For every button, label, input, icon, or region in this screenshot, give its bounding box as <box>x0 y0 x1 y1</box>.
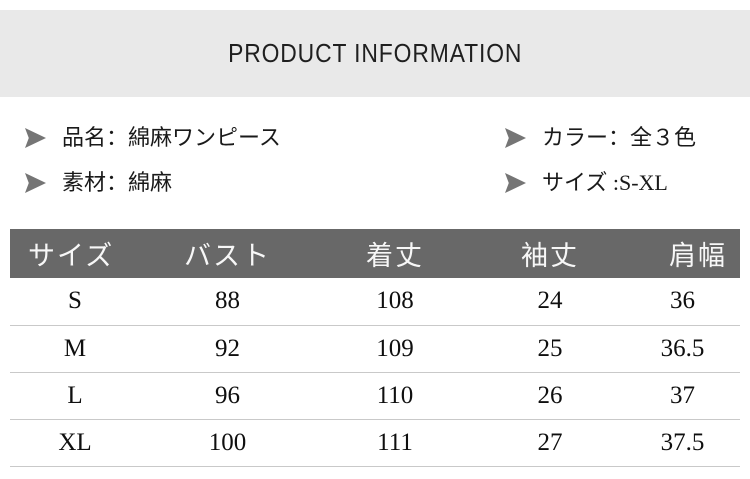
arrow-right-icon <box>505 128 526 148</box>
table-row-m: M 92 109 25 36.5 <box>10 325 740 372</box>
spec-label-product-name: 品名：綿麻ワンピース <box>62 125 281 150</box>
cell-length: 111 <box>377 428 413 456</box>
spec-column-right: カラー：全３色 サイズ :S-XL <box>505 123 750 213</box>
cell-bust: 88 <box>215 287 240 315</box>
spec-column-left: 品名：綿麻ワンピース 素材：綿麻 <box>25 123 505 213</box>
spec-item-product-name: 品名：綿麻ワンピース <box>25 123 505 153</box>
cell-length: 110 <box>376 381 414 409</box>
column-header-length: 着丈 <box>366 241 424 271</box>
page-title: PRODUCT INFORMATION <box>227 38 523 68</box>
cell-bust: 96 <box>215 381 240 409</box>
cell-size: XL <box>58 428 92 456</box>
product-information-banner: PRODUCT INFORMATION <box>0 10 750 97</box>
cell-size: S <box>68 287 82 315</box>
cell-bust: 100 <box>208 428 247 456</box>
arrow-right-icon <box>25 173 46 193</box>
cell-size: L <box>67 381 83 409</box>
size-chart-table: サイズ バスト 着丈 袖丈 肩幅 S 88 108 24 36 M 92 109… <box>10 229 740 467</box>
size-chart-header: サイズ バスト 着丈 袖丈 肩幅 <box>10 229 740 278</box>
cell-sleeve: 26 <box>537 381 563 409</box>
size-chart-body: S 88 108 24 36 M 92 109 25 36.5 L 96 110… <box>10 278 740 466</box>
product-spec-list: 品名：綿麻ワンピース 素材：綿麻 カラー：全３色 サイズ :S-XL <box>0 97 750 213</box>
cell-length: 108 <box>376 287 414 315</box>
table-row-l: L 96 110 26 37 <box>10 372 740 419</box>
cell-bust: 92 <box>215 334 240 362</box>
cell-sleeve: 27 <box>537 428 563 456</box>
cell-shoulder: 36.5 <box>660 334 705 362</box>
cell-shoulder: 37.5 <box>660 428 705 456</box>
cell-length: 109 <box>376 334 414 362</box>
spec-label-material: 素材：綿麻 <box>62 170 173 195</box>
cell-sleeve: 24 <box>537 287 563 315</box>
table-header-row: サイズ バスト 着丈 袖丈 肩幅 <box>10 229 740 278</box>
cell-shoulder: 36 <box>670 287 695 315</box>
spec-item-color: カラー：全３色 <box>505 123 750 153</box>
table-row-s: S 88 108 24 36 <box>10 278 740 325</box>
spec-item-size-range: サイズ :S-XL <box>505 168 750 198</box>
arrow-right-icon <box>25 128 46 148</box>
arrow-right-icon <box>505 173 526 193</box>
spec-item-material: 素材：綿麻 <box>25 168 505 198</box>
column-header-bust: バスト <box>184 241 271 271</box>
spec-label-color: カラー：全３色 <box>542 125 697 150</box>
spec-label-size-range: サイズ :S-XL <box>542 170 668 195</box>
cell-size: M <box>63 334 87 362</box>
column-header-sleeve: 袖丈 <box>521 241 579 271</box>
cell-sleeve: 25 <box>537 334 563 362</box>
column-header-size: サイズ <box>28 241 115 271</box>
column-header-shoulder: 肩幅 <box>669 241 727 271</box>
table-row-xl: XL 100 111 27 37.5 <box>10 419 740 466</box>
cell-shoulder: 37 <box>670 381 695 409</box>
